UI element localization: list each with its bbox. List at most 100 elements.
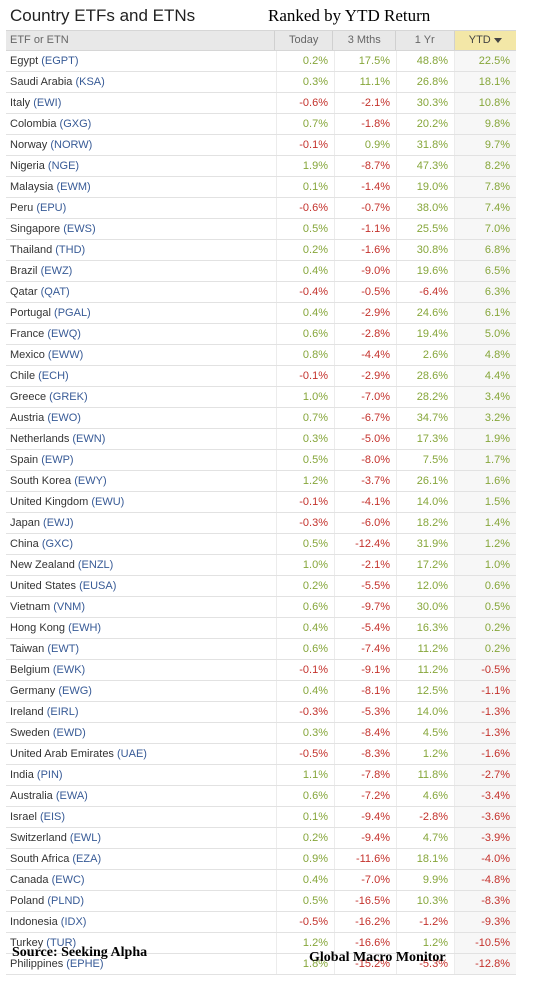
country-name: Germany bbox=[10, 685, 56, 697]
table-row[interactable]: Qatar (QAT) -0.4% -0.5% -6.4% 6.3% bbox=[6, 282, 516, 303]
table-row[interactable]: Singapore (EWS) 0.5% -1.1% 25.5% 7.0% bbox=[6, 219, 516, 240]
ticker-link[interactable]: (EWW) bbox=[47, 349, 84, 361]
table-row[interactable]: France (EWQ) 0.6% -2.8% 19.4% 5.0% bbox=[6, 324, 516, 345]
table-row[interactable]: China (GXC) 0.5% -12.4% 31.9% 1.2% bbox=[6, 534, 516, 555]
table-row[interactable]: Germany (EWG) 0.4% -8.1% 12.5% -1.1% bbox=[6, 681, 516, 702]
ticker-link[interactable]: (EWJ) bbox=[43, 517, 74, 529]
table-row[interactable]: New Zealand (ENZL) 1.0% -2.1% 17.2% 1.0% bbox=[6, 555, 516, 576]
column-header-today[interactable]: Today bbox=[273, 31, 333, 50]
ticker-link[interactable]: (EWO) bbox=[47, 412, 81, 424]
ticker-link[interactable]: (EWA) bbox=[55, 790, 88, 802]
ticker-link[interactable]: (GREK) bbox=[49, 391, 88, 403]
table-row[interactable]: Austria (EWO) 0.7% -6.7% 34.7% 3.2% bbox=[6, 408, 516, 429]
ticker-link[interactable]: (EWP) bbox=[41, 454, 74, 466]
country-name: Netherlands bbox=[10, 433, 70, 445]
ytd-change-cell: 0.6% bbox=[454, 576, 516, 596]
ticker-link[interactable]: (GXC) bbox=[41, 538, 73, 550]
table-row[interactable]: Italy (EWI) -0.6% -2.1% 30.3% 10.8% bbox=[6, 93, 516, 114]
table-row[interactable]: Brazil (EWZ) 0.4% -9.0% 19.6% 6.5% bbox=[6, 261, 516, 282]
ticker-link[interactable]: (GXG) bbox=[59, 118, 92, 130]
ticker-link[interactable]: (PGAL) bbox=[54, 307, 91, 319]
ytd-change-cell: 7.4% bbox=[454, 198, 516, 218]
table-row[interactable]: Switzerland (EWL) 0.2% -9.4% 4.7% -3.9% bbox=[6, 828, 516, 849]
table-row[interactable]: Mexico (EWW) 0.8% -4.4% 2.6% 4.8% bbox=[6, 345, 516, 366]
table-row[interactable]: Taiwan (EWT) 0.6% -7.4% 11.2% 0.2% bbox=[6, 639, 516, 660]
ticker-link[interactable]: (EZA) bbox=[72, 853, 102, 865]
ticker-link[interactable]: (EIS) bbox=[39, 811, 66, 823]
table-row[interactable]: Philippines (EPHE) 1.8% -15.2% -5.3% -12.8% bbox=[6, 954, 516, 975]
ticker-link[interactable]: (ENZL) bbox=[77, 559, 114, 571]
ticker-link[interactable]: (THD) bbox=[55, 244, 86, 256]
ticker-link[interactable]: (EWM) bbox=[56, 181, 91, 193]
table-row[interactable]: United States (EUSA) 0.2% -5.5% 12.0% 0.6% bbox=[6, 576, 516, 597]
ticker-link[interactable]: (NORW) bbox=[50, 139, 93, 151]
ticker-link[interactable]: (EWN) bbox=[72, 433, 106, 445]
column-header-name[interactable]: ETF or ETN bbox=[10, 34, 69, 46]
ticker-link[interactable]: (VNM) bbox=[53, 601, 85, 613]
ticker-link[interactable]: (EPU) bbox=[36, 202, 67, 214]
column-header-3-months[interactable]: 3 Mths bbox=[332, 31, 395, 50]
table-row[interactable]: Indonesia (IDX) -0.5% -16.2% -1.2% -9.3% bbox=[6, 912, 516, 933]
ticker-link[interactable]: (PLND) bbox=[47, 895, 84, 907]
table-row[interactable]: Chile (ECH) -0.1% -2.9% 28.6% 4.4% bbox=[6, 366, 516, 387]
one-year-change-cell: 2.6% bbox=[396, 345, 454, 365]
ticker-link[interactable]: (EWU) bbox=[91, 496, 125, 508]
table-row[interactable]: Malaysia (EWM) 0.1% -1.4% 19.0% 7.8% bbox=[6, 177, 516, 198]
ticker-link[interactable]: (EWK) bbox=[52, 664, 86, 676]
table-row[interactable]: Netherlands (EWN) 0.3% -5.0% 17.3% 1.9% bbox=[6, 429, 516, 450]
table-row[interactable]: Israel (EIS) 0.1% -9.4% -2.8% -3.6% bbox=[6, 807, 516, 828]
ticker-link[interactable]: (EPHE) bbox=[66, 958, 104, 970]
column-header-1-year[interactable]: 1 Yr bbox=[394, 31, 454, 50]
table-row[interactable]: Saudi Arabia (KSA) 0.3% 11.1% 26.8% 18.1% bbox=[6, 72, 516, 93]
table-row[interactable]: Vietnam (VNM) 0.6% -9.7% 30.0% 0.5% bbox=[6, 597, 516, 618]
table-row[interactable]: Peru (EPU) -0.6% -0.7% 38.0% 7.4% bbox=[6, 198, 516, 219]
ticker-link[interactable]: (EGPT) bbox=[41, 55, 79, 67]
table-row[interactable]: Poland (PLND) 0.5% -16.5% 10.3% -8.3% bbox=[6, 891, 516, 912]
table-row[interactable]: Egypt (EGPT) 0.2% 17.5% 48.8% 22.5% bbox=[6, 51, 516, 72]
ticker-link[interactable]: (EWY) bbox=[74, 475, 107, 487]
table-row[interactable]: Greece (GREK) 1.0% -7.0% 28.2% 3.4% bbox=[6, 387, 516, 408]
table-row[interactable]: India (PIN) 1.1% -7.8% 11.8% -2.7% bbox=[6, 765, 516, 786]
table-row[interactable]: Ireland (EIRL) -0.3% -5.3% 14.0% -1.3% bbox=[6, 702, 516, 723]
ticker-link[interactable]: (IDX) bbox=[60, 916, 87, 928]
ticker-link[interactable]: (EWC) bbox=[51, 874, 85, 886]
table-row[interactable]: South Korea (EWY) 1.2% -3.7% 26.1% 1.6% bbox=[6, 471, 516, 492]
ticker-link[interactable]: (EWT) bbox=[47, 643, 80, 655]
table-row[interactable]: Portugal (PGAL) 0.4% -2.9% 24.6% 6.1% bbox=[6, 303, 516, 324]
table-row[interactable]: Sweden (EWD) 0.3% -8.4% 4.5% -1.3% bbox=[6, 723, 516, 744]
ticker-link[interactable]: (EWD) bbox=[52, 727, 86, 739]
table-row[interactable]: Canada (EWC) 0.4% -7.0% 9.9% -4.8% bbox=[6, 870, 516, 891]
one-year-change-cell: 34.7% bbox=[396, 408, 454, 428]
table-row[interactable]: United Kingdom (EWU) -0.1% -4.1% 14.0% 1.5% bbox=[6, 492, 516, 513]
ticker-link[interactable]: (NGE) bbox=[47, 160, 80, 172]
table-row[interactable]: Norway (NORW) -0.1% 0.9% 31.8% 9.7% bbox=[6, 135, 516, 156]
table-row[interactable]: Japan (EWJ) -0.3% -6.0% 18.2% 1.4% bbox=[6, 513, 516, 534]
ticker-link[interactable]: (EWQ) bbox=[47, 328, 81, 340]
table-row[interactable]: Colombia (GXG) 0.7% -1.8% 20.2% 9.8% bbox=[6, 114, 516, 135]
ticker-link[interactable]: (EWI) bbox=[33, 97, 62, 109]
ticker-link[interactable]: (PIN) bbox=[36, 769, 63, 781]
ticker-link[interactable]: (EWS) bbox=[63, 223, 96, 235]
table-row[interactable]: Turkey (TUR) 1.2% -16.6% 1.2% -10.5% bbox=[6, 933, 516, 954]
ticker-link[interactable]: (EUSA) bbox=[79, 580, 117, 592]
ticker-link[interactable]: (EWH) bbox=[68, 622, 102, 634]
table-row[interactable]: Thailand (THD) 0.2% -1.6% 30.8% 6.8% bbox=[6, 240, 516, 261]
ticker-link[interactable]: (TUR) bbox=[46, 937, 77, 949]
table-row[interactable]: United Arab Emirates (UAE) -0.5% -8.3% 1.2%… bbox=[6, 744, 516, 765]
table-row[interactable]: Hong Kong (EWH) 0.4% -5.4% 16.3% 0.2% bbox=[6, 618, 516, 639]
ticker-link[interactable]: (EWZ) bbox=[40, 265, 73, 277]
ticker-link[interactable]: (KSA) bbox=[75, 76, 105, 88]
ticker-link[interactable]: (UAE) bbox=[117, 748, 147, 760]
ticker-link[interactable]: (ECH) bbox=[38, 370, 69, 382]
table-row[interactable]: Spain (EWP) 0.5% -8.0% 7.5% 1.7% bbox=[6, 450, 516, 471]
ticker-link[interactable]: (QAT) bbox=[40, 286, 70, 298]
ticker-link[interactable]: (EIRL) bbox=[46, 706, 79, 718]
table-row[interactable]: Nigeria (NGE) 1.9% -8.7% 47.3% 8.2% bbox=[6, 156, 516, 177]
table-row[interactable]: Belgium (EWK) -0.1% -9.1% 11.2% -0.5% bbox=[6, 660, 516, 681]
table-row[interactable]: Australia (EWA) 0.6% -7.2% 4.6% -3.4% bbox=[6, 786, 516, 807]
ticker-link[interactable]: (EWG) bbox=[58, 685, 92, 697]
country-name: Ireland bbox=[10, 706, 44, 718]
column-header-ytd[interactable]: YTD bbox=[453, 31, 517, 50]
table-row[interactable]: South Africa (EZA) 0.9% -11.6% 18.1% -4.0% bbox=[6, 849, 516, 870]
ticker-link[interactable]: (EWL) bbox=[69, 832, 102, 844]
